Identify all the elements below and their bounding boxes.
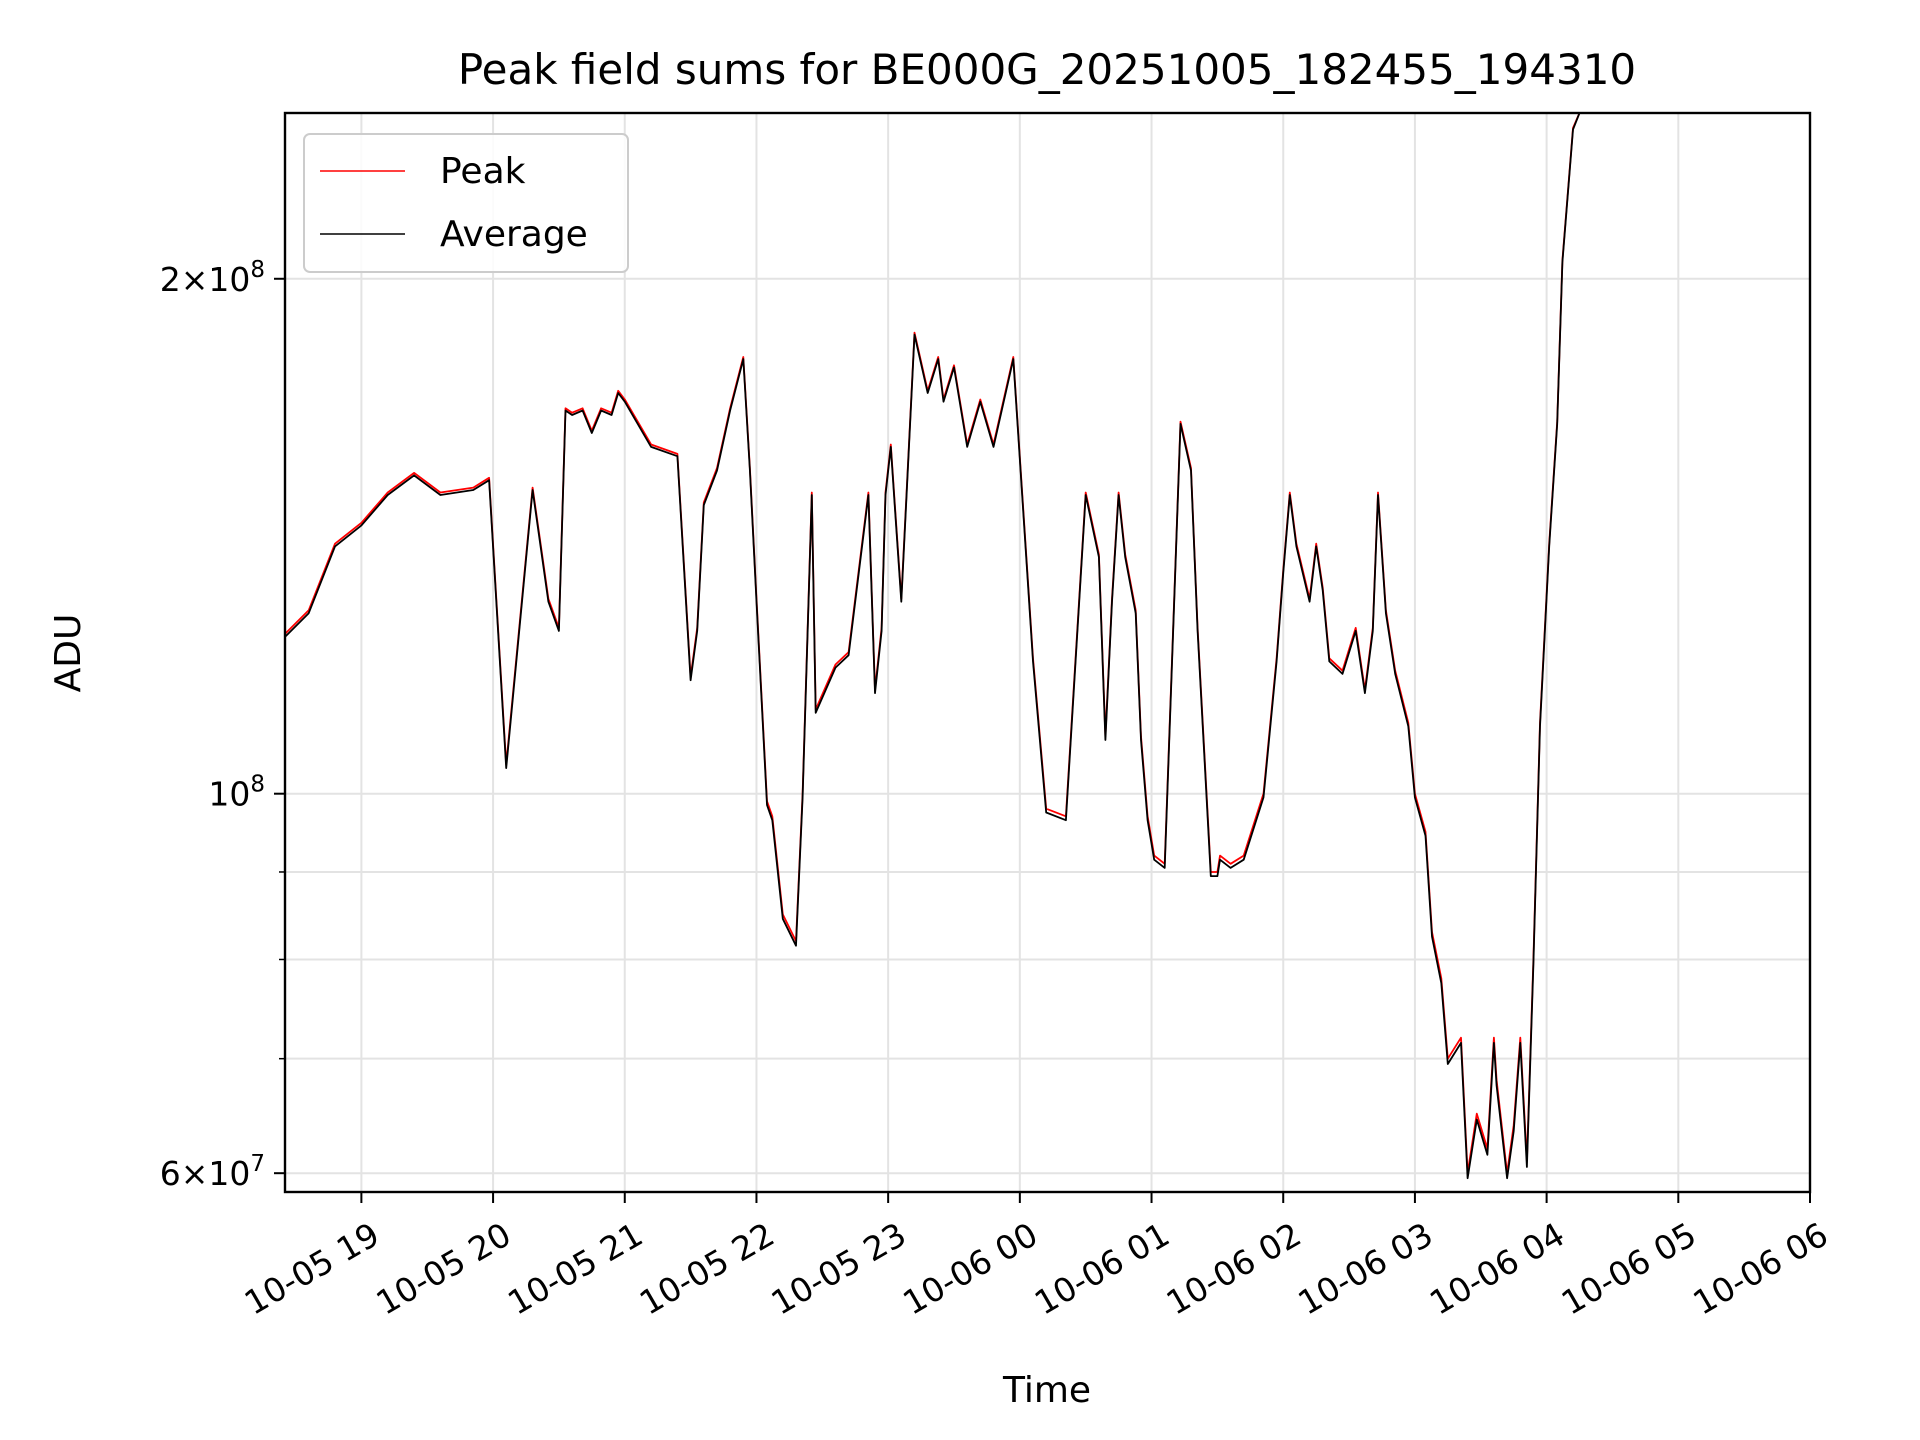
y-tick-label-1: 108 bbox=[208, 772, 265, 814]
plot-frame bbox=[283, 111, 1812, 1194]
chart-title: Peak field sums for BE000G_20251005_1824… bbox=[458, 45, 1636, 94]
legend: Peak Average bbox=[303, 133, 629, 273]
x-axis-label: Time bbox=[1002, 1370, 1091, 1411]
legend-box bbox=[303, 133, 629, 273]
legend-label-average: Average bbox=[440, 214, 588, 255]
series-group bbox=[285, 113, 1692, 1180]
y-tick-label-2: 6×107 bbox=[160, 1151, 265, 1193]
y-axis-label: ADU bbox=[48, 614, 89, 693]
y-tick-label-0: 2×108 bbox=[160, 257, 265, 299]
legend-label-peak: Peak bbox=[440, 151, 526, 192]
series-line-average bbox=[285, 113, 1692, 1180]
